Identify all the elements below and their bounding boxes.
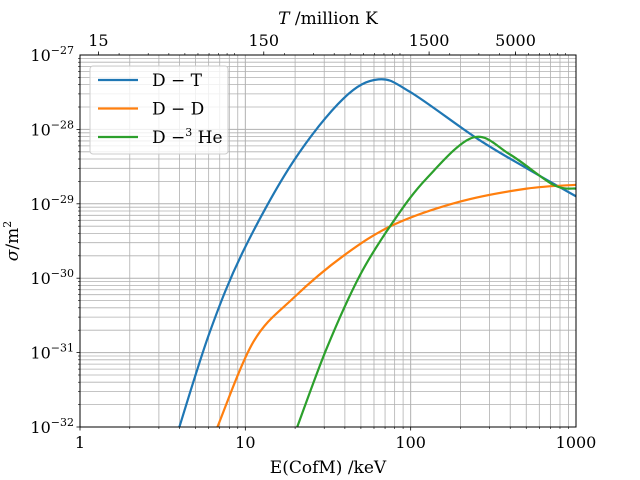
x-tick-label: 1 (75, 433, 85, 452)
y-tick-label: 10−32 (30, 416, 74, 437)
y-tick-base: 10 (30, 195, 50, 214)
y-axis-label: σ/m2 (1, 221, 23, 261)
y-tick-label: 10−28 (30, 118, 74, 139)
y-tick-base: 10 (30, 344, 50, 363)
y-tick-base: 10 (30, 120, 50, 139)
legend-label-main: D − D (152, 100, 204, 120)
top-axis-label: T /million K (278, 9, 378, 29)
y-tick-exponent: −31 (51, 342, 74, 355)
top-tick-label: 1500 (409, 31, 450, 50)
top-tick-label: 15 (88, 31, 108, 50)
top-tick-label: 150 (248, 31, 279, 50)
legend: D − T D − D D −3 He (89, 65, 229, 155)
series-line-d-3he (296, 135, 577, 428)
y-tick-exponent: −32 (51, 416, 74, 429)
legend-label: D − T (152, 71, 203, 91)
y-tick-exponent: −30 (51, 267, 74, 280)
legend-label-rest: He (192, 128, 222, 148)
y-tick-exponent: −28 (51, 118, 74, 131)
legend-label-main: D − T (152, 71, 203, 91)
x-axis-label: E(CofM) /keV (270, 458, 387, 478)
y-tick-label: 10−27 (30, 44, 74, 65)
y-tick-base: 10 (30, 269, 50, 288)
y-tick-label: 10−31 (30, 342, 74, 363)
x-tick-label: 1000 (556, 433, 597, 452)
y-tick-base: 10 (30, 418, 50, 437)
y-tick-base: 10 (30, 46, 50, 65)
y-axis-unit-exp: 2 (1, 221, 14, 228)
x-tick-label: 10 (235, 433, 255, 452)
top-axis-unit: /million K (290, 9, 379, 29)
legend-box (89, 65, 229, 155)
y-tick-exponent: −29 (51, 193, 74, 206)
curves (178, 78, 577, 428)
top-tick-label: 5000 (495, 31, 536, 50)
top-axis-symbol: T (278, 9, 291, 29)
legend-label-main: D − (152, 128, 185, 148)
y-tick-label: 10−29 (30, 193, 74, 214)
y-tick-exponent: −27 (51, 44, 74, 57)
y-tick-label: 10−30 (30, 267, 74, 288)
series-line-d-d (216, 183, 577, 428)
x-tick-label: 100 (395, 433, 426, 452)
y-axis-unit: /m (3, 228, 23, 250)
plot-frame (79, 54, 577, 428)
legend-label-sup: 3 (185, 126, 192, 139)
y-axis-symbol: σ (3, 249, 23, 261)
series-line-d-t (178, 78, 577, 428)
legend-label: D −3 He (152, 126, 223, 148)
legend-label: D − D (152, 100, 204, 120)
